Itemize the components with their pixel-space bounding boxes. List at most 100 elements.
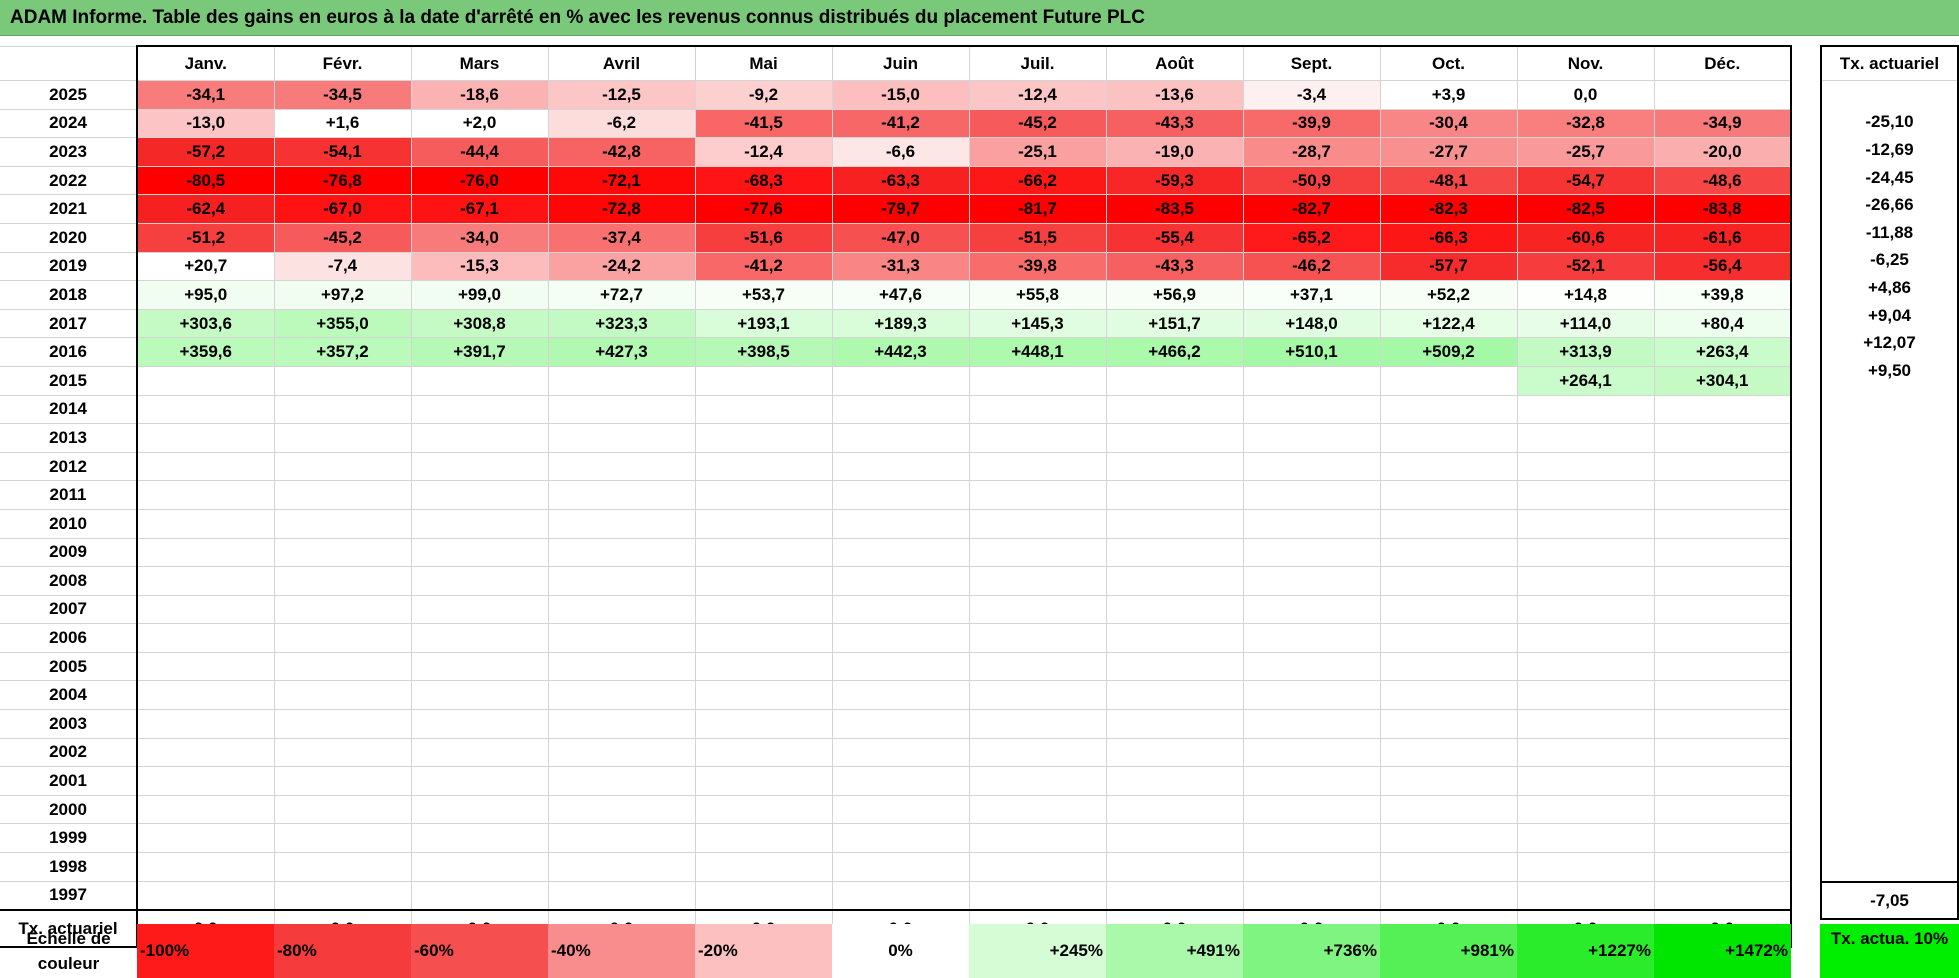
gain-cell[interactable] [968, 423, 1107, 453]
gain-cell[interactable] [1242, 566, 1381, 596]
gain-cell[interactable]: -46,2 [1242, 251, 1381, 282]
gain-cell[interactable] [1653, 394, 1792, 425]
gain-cell[interactable] [273, 651, 412, 682]
gain-cell[interactable]: +52,2 [1379, 280, 1518, 310]
gain-cell[interactable]: -15,3 [410, 251, 549, 282]
gain-cell[interactable] [410, 880, 549, 912]
gain-cell[interactable] [1379, 394, 1518, 425]
gain-cell[interactable] [1379, 594, 1518, 625]
gain-cell[interactable] [1379, 537, 1518, 568]
gain-cell[interactable]: -41,2 [694, 251, 833, 282]
gain-cell[interactable] [831, 594, 970, 625]
gain-cell[interactable] [1379, 852, 1518, 882]
rate-cell[interactable] [1820, 826, 1959, 854]
rate-cell[interactable] [1820, 770, 1959, 799]
gain-cell[interactable] [1653, 508, 1792, 539]
rate-cell[interactable] [1820, 632, 1959, 661]
gain-cell[interactable] [547, 794, 696, 825]
gain-cell[interactable] [1242, 508, 1381, 539]
gain-cell[interactable]: -41,2 [831, 108, 970, 139]
gain-cell[interactable] [547, 480, 696, 510]
gain-cell[interactable]: +466,2 [1105, 337, 1244, 367]
gain-cell[interactable] [1242, 623, 1381, 653]
gain-cell[interactable]: -43,3 [1105, 108, 1244, 139]
gain-cell[interactable] [1242, 537, 1381, 568]
gain-cell[interactable]: +99,0 [410, 280, 549, 310]
gain-cell[interactable] [1653, 709, 1792, 739]
gain-cell[interactable] [968, 766, 1107, 796]
gain-cell[interactable]: -80,5 [136, 165, 275, 196]
gain-cell[interactable]: -34,0 [410, 222, 549, 253]
gain-cell[interactable]: -28,7 [1242, 137, 1381, 167]
gain-cell[interactable] [1379, 794, 1518, 825]
gain-cell[interactable] [410, 365, 549, 396]
gain-cell[interactable] [273, 451, 412, 482]
gain-cell[interactable]: -48,1 [1379, 165, 1518, 196]
gain-cell[interactable] [547, 566, 696, 596]
gain-cell[interactable] [1242, 651, 1381, 682]
gain-cell[interactable] [136, 651, 275, 682]
gain-cell[interactable]: -77,6 [694, 194, 833, 224]
gain-cell[interactable] [410, 766, 549, 796]
gain-cell[interactable] [1242, 480, 1381, 510]
gain-cell[interactable] [273, 852, 412, 882]
month-header[interactable]: Juin [831, 45, 970, 81]
gain-cell[interactable] [831, 852, 970, 882]
gain-cell[interactable]: +398,5 [694, 337, 833, 367]
gain-cell[interactable] [1516, 823, 1655, 854]
rate-cell[interactable] [1820, 494, 1959, 523]
gain-cell[interactable]: -27,7 [1379, 137, 1518, 167]
gain-cell[interactable] [136, 537, 275, 568]
gain-cell[interactable] [1516, 451, 1655, 482]
gain-cell[interactable] [694, 823, 833, 854]
gain-cell[interactable] [1379, 823, 1518, 854]
gain-cell[interactable] [410, 852, 549, 882]
month-header[interactable]: Janv. [136, 45, 275, 81]
gain-cell[interactable]: +3,9 [1379, 80, 1518, 110]
gain-cell[interactable]: -30,4 [1379, 108, 1518, 139]
gain-cell[interactable] [694, 594, 833, 625]
rate-cell[interactable] [1820, 384, 1959, 413]
gain-cell[interactable]: -24,2 [547, 251, 696, 282]
gain-cell[interactable]: +303,6 [136, 308, 275, 339]
gain-cell[interactable]: -54,1 [273, 137, 412, 167]
gain-cell[interactable] [694, 709, 833, 739]
gain-cell[interactable] [968, 623, 1107, 653]
gain-cell[interactable] [1516, 852, 1655, 882]
gain-cell[interactable] [1105, 423, 1244, 453]
gain-cell[interactable]: -51,2 [136, 222, 275, 253]
gain-cell[interactable]: -25,1 [968, 137, 1107, 167]
gain-cell[interactable]: +122,4 [1379, 308, 1518, 339]
gain-cell[interactable] [694, 480, 833, 510]
gain-cell[interactable]: +1,6 [273, 108, 412, 139]
gain-cell[interactable]: +448,1 [968, 337, 1107, 367]
gain-cell[interactable]: -19,0 [1105, 137, 1244, 167]
gain-cell[interactable]: +47,6 [831, 280, 970, 310]
gain-cell[interactable] [1653, 623, 1792, 653]
gain-cell[interactable]: -54,7 [1516, 165, 1655, 196]
month-header[interactable]: Avril [547, 45, 696, 81]
gain-cell[interactable] [1379, 623, 1518, 653]
gain-cell[interactable] [1653, 423, 1792, 453]
gain-cell[interactable] [1105, 451, 1244, 482]
month-header[interactable]: Févr. [273, 45, 412, 81]
gain-cell[interactable]: -68,3 [694, 165, 833, 196]
gain-cell[interactable] [410, 737, 549, 768]
gain-cell[interactable] [136, 451, 275, 482]
gain-cell[interactable] [694, 365, 833, 396]
gain-cell[interactable] [273, 365, 412, 396]
gain-cell[interactable] [136, 737, 275, 768]
gain-cell[interactable] [547, 823, 696, 854]
gain-cell[interactable] [547, 508, 696, 539]
side-header[interactable]: Tx. actuariel [1820, 45, 1959, 81]
gain-cell[interactable]: -12,5 [547, 80, 696, 110]
gain-cell[interactable] [1105, 394, 1244, 425]
gain-cell[interactable] [1105, 823, 1244, 854]
gain-cell[interactable] [1105, 508, 1244, 539]
rate-cell[interactable] [1820, 412, 1959, 440]
gain-cell[interactable] [1242, 451, 1381, 482]
gain-cell[interactable] [1653, 480, 1792, 510]
gain-cell[interactable] [547, 680, 696, 711]
gain-cell[interactable] [410, 423, 549, 453]
gain-cell[interactable]: -9,2 [694, 80, 833, 110]
